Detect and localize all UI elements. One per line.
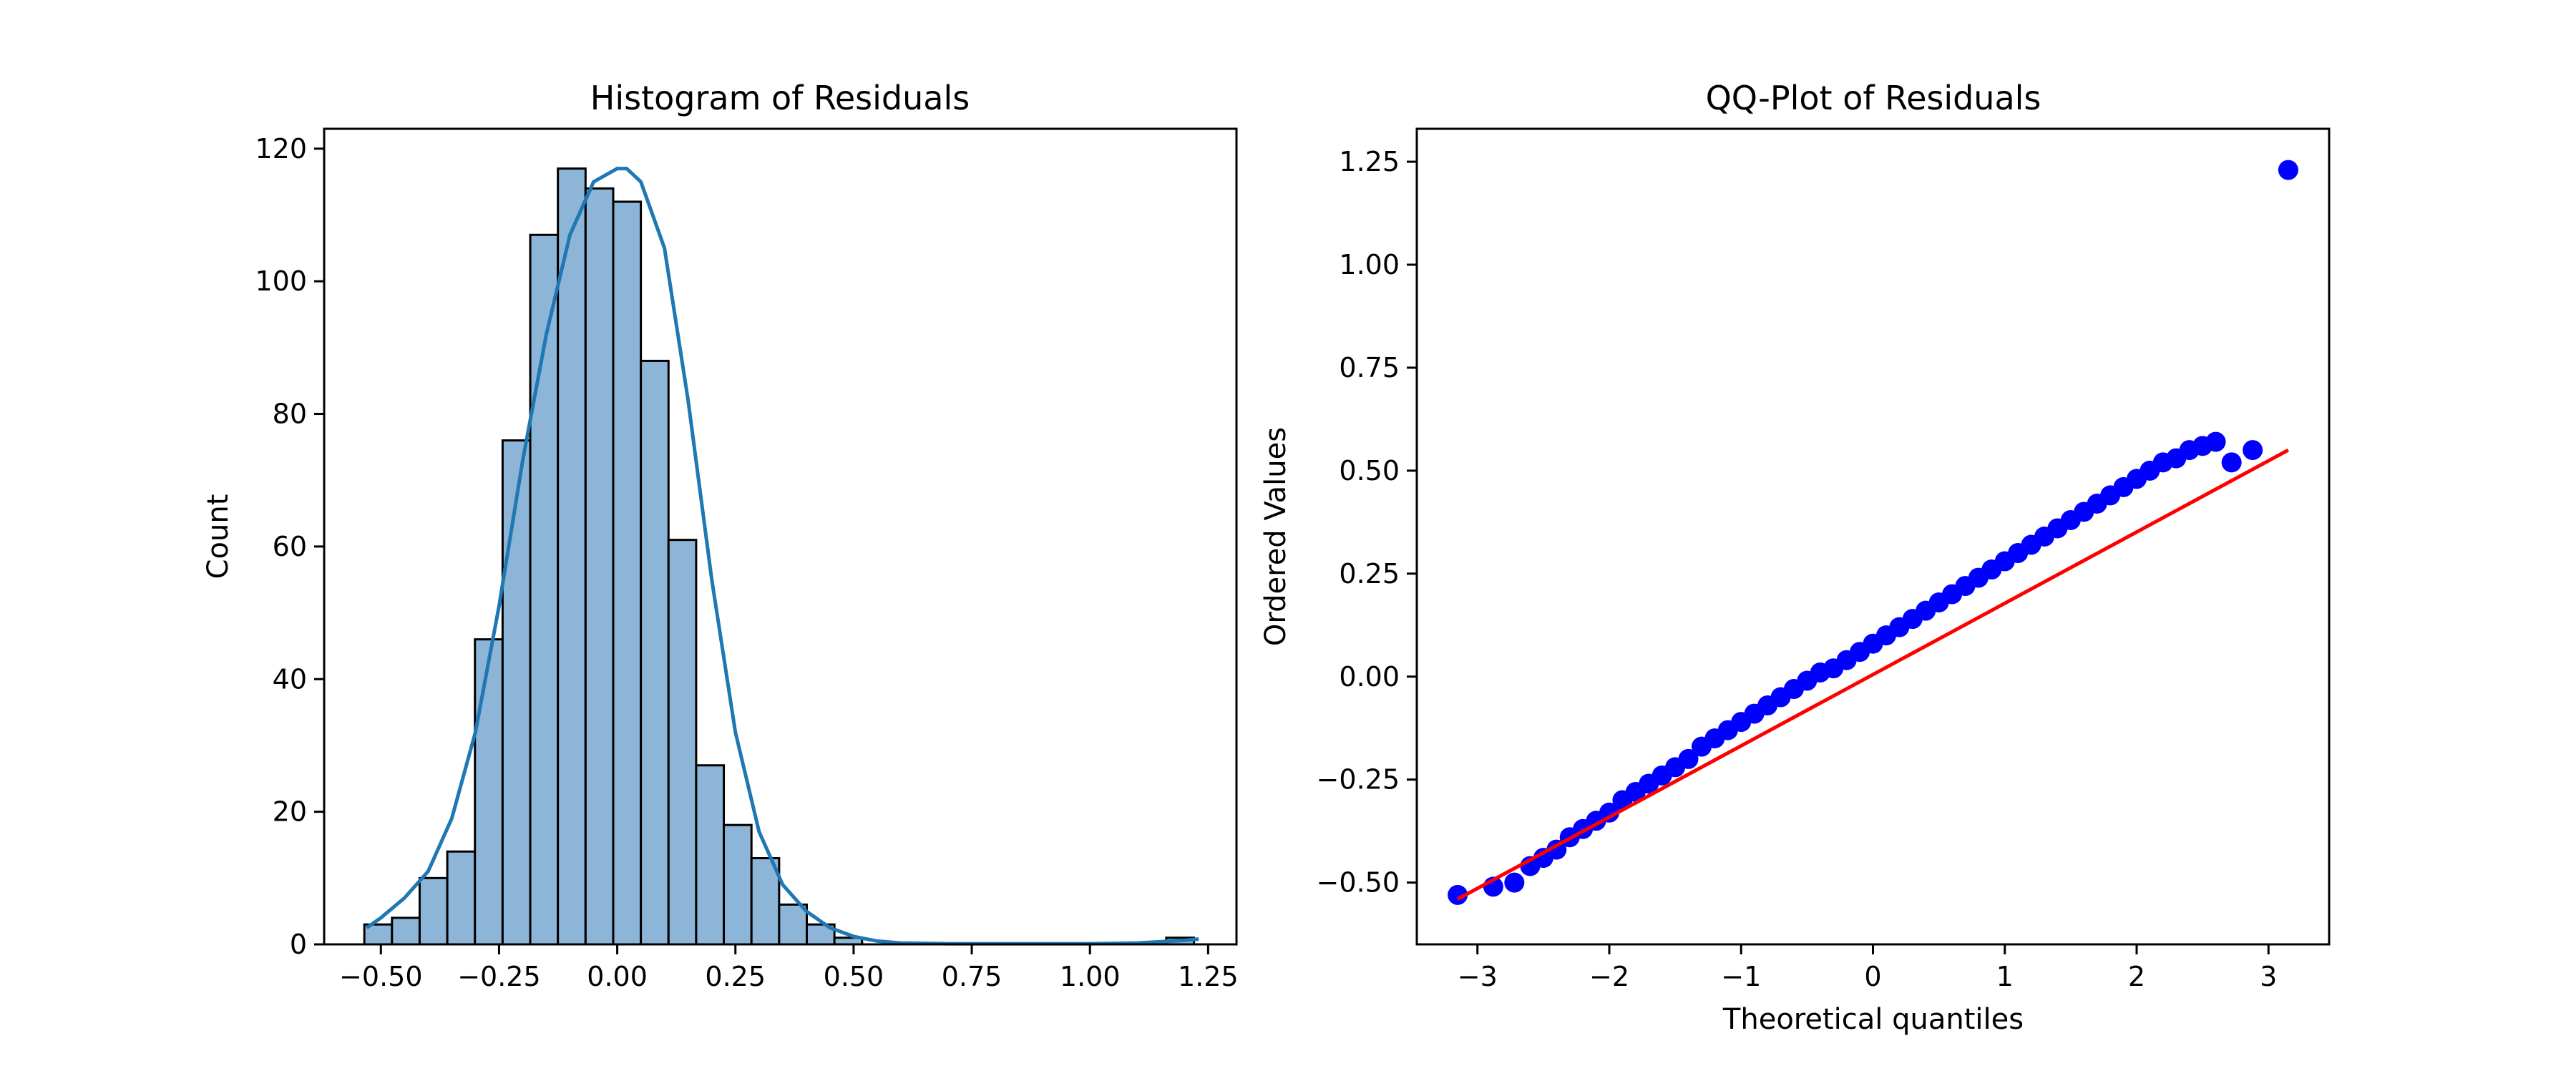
- histogram-x-tick-label: 0.75: [942, 961, 1002, 992]
- qq-plot-y-tick-label: −0.25: [1317, 764, 1400, 796]
- histogram-bars: [363, 167, 1196, 946]
- qq-plot-y-ticks: −0.50 −0.25 0.00 0.25 0.50 0.75 1.00 1.25: [1317, 146, 1417, 899]
- histogram-x-tick-label: −0.50: [339, 961, 422, 992]
- qq-plot-y-tick-label: 0.00: [1339, 661, 1400, 693]
- histogram-bar: [584, 187, 615, 946]
- qq-plot-x-tick-label: 0: [1864, 961, 1881, 992]
- qq-plot-axes-frame: [1415, 127, 2331, 946]
- histogram-x-tick-label: 1.00: [1060, 961, 1121, 992]
- histogram-y-ticks: 0 20 40 60 80 100 120: [255, 133, 324, 960]
- qq-plot-panel: QQ-Plot of Residuals Theoretical quantil…: [1259, 79, 2331, 1036]
- qq-plot-x-tick-label: −3: [1458, 961, 1498, 992]
- histogram-bar: [612, 200, 643, 946]
- qq-plot-y-tick-label: 0.25: [1339, 558, 1400, 590]
- histogram-x-tick-label: 1.25: [1178, 961, 1239, 992]
- histogram-bar: [778, 903, 808, 946]
- qq-plot-x-tick-label: −1: [1721, 961, 1761, 992]
- histogram-panel: Histogram of Residuals Count −0.50 −0.25 0…: [202, 79, 1239, 992]
- qq-point: [1599, 802, 1620, 823]
- histogram-x-ticks: −0.50 −0.25 0.00 0.25 0.50 0.75 1.00 1.25: [339, 944, 1239, 992]
- qq-point: [2205, 431, 2226, 452]
- histogram-x-tick-label: −0.25: [457, 961, 540, 992]
- histogram-title: Histogram of Residuals: [590, 79, 970, 117]
- histogram-bar: [667, 539, 698, 946]
- qq-fit-line: [1456, 448, 2290, 901]
- qq-plot-title: QQ-Plot of Residuals: [1706, 79, 2041, 117]
- histogram-bar: [640, 359, 670, 946]
- qq-plot-y-tick-label: 1.25: [1339, 146, 1400, 177]
- qq-point: [2221, 452, 2242, 473]
- histogram-x-tick-label: 0.50: [824, 961, 884, 992]
- qq-plot-y-tick-label: 1.00: [1339, 249, 1400, 280]
- histogram-ylabel: Count: [202, 494, 235, 579]
- histogram-bar: [474, 638, 504, 946]
- qq-points: [1448, 160, 2298, 905]
- qq-plot-y-tick-label: 0.75: [1339, 352, 1400, 383]
- histogram-y-tick-label: 100: [255, 265, 307, 297]
- histogram-y-tick-label: 80: [273, 398, 307, 430]
- qq-plot-x-tick-label: 3: [2260, 961, 2277, 992]
- histogram-axes-frame: [323, 127, 1238, 946]
- qq-plot-xlabel: Theoretical quantiles: [1722, 1003, 2024, 1036]
- histogram-y-tick-label: 0: [290, 929, 307, 960]
- qq-point: [1504, 872, 1525, 893]
- histogram-bar: [418, 876, 449, 946]
- histogram-y-tick-label: 20: [273, 796, 307, 828]
- histogram-bar: [501, 439, 532, 946]
- qq-point: [1448, 884, 1468, 905]
- histogram-y-tick-label: 60: [273, 531, 307, 562]
- qq-plot-y-tick-label: −0.50: [1317, 867, 1400, 899]
- qq-point: [2243, 440, 2263, 461]
- qq-plot-x-tick-label: 2: [2128, 961, 2145, 992]
- histogram-y-tick-label: 40: [273, 663, 307, 695]
- histogram-y-tick-label: 120: [255, 133, 307, 165]
- histogram-bar: [695, 764, 726, 946]
- histogram-bar: [446, 850, 477, 946]
- qq-plot-x-tick-label: −2: [1589, 961, 1629, 992]
- histogram-bar: [723, 823, 753, 946]
- histogram-bar: [391, 916, 421, 946]
- histogram-x-tick-label: 0.00: [587, 961, 648, 992]
- qq-plot-y-tick-label: 0.50: [1339, 455, 1400, 486]
- qq-plot-ylabel: Ordered Values: [1259, 427, 1292, 646]
- qq-point: [1678, 748, 1699, 769]
- qq-plot-x-tick-label: 1: [1996, 961, 2014, 992]
- histogram-bar: [557, 167, 587, 946]
- histogram-x-tick-label: 0.25: [705, 961, 766, 992]
- qq-point: [2278, 160, 2298, 180]
- qq-plot-x-ticks: −3 −2 −1 0 1 2 3: [1458, 944, 2277, 992]
- histogram-bar: [750, 857, 781, 946]
